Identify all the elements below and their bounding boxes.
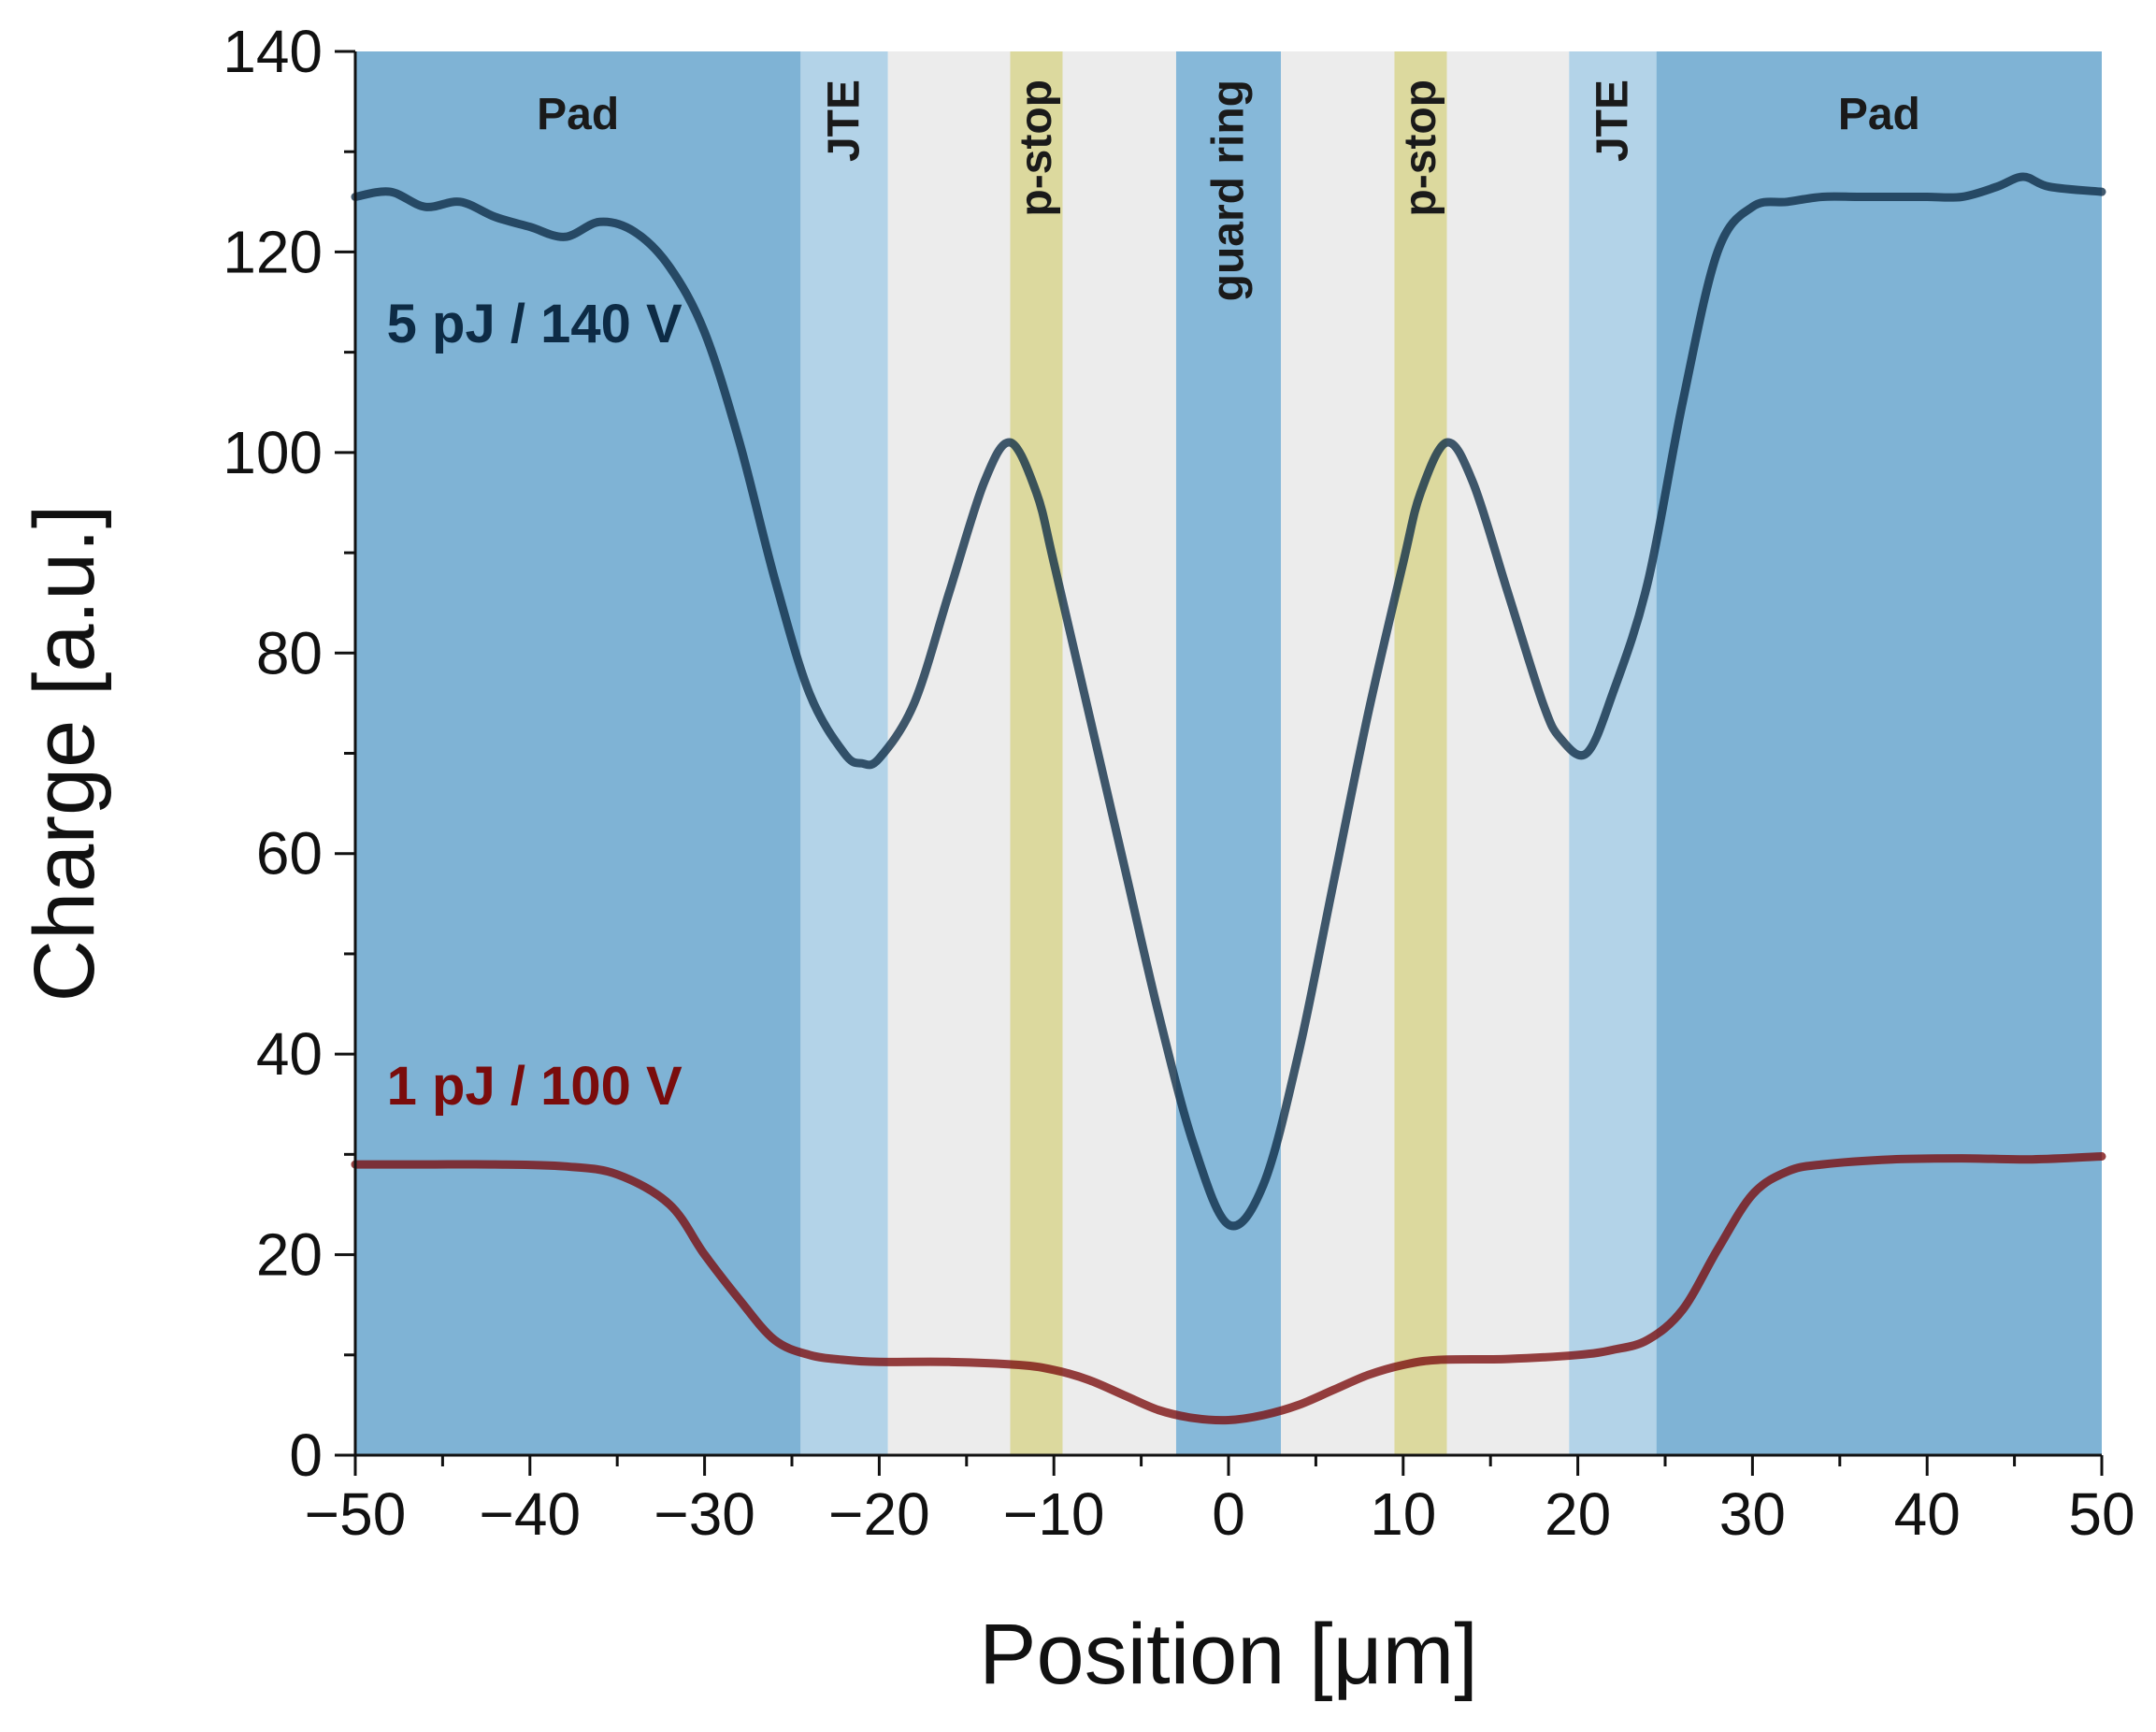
region-gap xyxy=(887,51,1011,1455)
ticks: −50 −40 −30 −20 −10 0 10 20 30 40 50 0 20 40 60 80 100 12… xyxy=(223,18,2134,1548)
region-jte-label: JTE xyxy=(820,79,870,162)
x-tick-label: −50 xyxy=(305,1480,407,1548)
device-regions xyxy=(355,51,2102,1455)
x-tick-label: −10 xyxy=(1003,1480,1105,1548)
y-tick-label: 0 xyxy=(289,1422,323,1489)
x-tick-label: 30 xyxy=(1719,1480,1786,1548)
x-tick-label: 40 xyxy=(1894,1480,1961,1548)
region-pad-label: Pad xyxy=(1838,90,1920,139)
y-tick-label: 60 xyxy=(256,820,323,888)
region-gap xyxy=(1446,51,1570,1455)
data-series xyxy=(351,172,2106,1425)
region-p-stop-label: p-stop xyxy=(1396,79,1445,217)
x-axis-title: Position [μm] xyxy=(979,1607,1478,1702)
region-p-stop xyxy=(1010,51,1063,1455)
x-tick-label: 50 xyxy=(2068,1480,2134,1548)
x-tick-label: 10 xyxy=(1370,1480,1436,1548)
region-p-stop xyxy=(1394,51,1447,1455)
x-tick-label: −20 xyxy=(828,1480,930,1548)
x-tick-label: −40 xyxy=(480,1480,582,1548)
region-labels: Pad JTE p-stop guard ring p-stop JTE Pad xyxy=(537,79,1920,301)
region-gap xyxy=(1281,51,1395,1455)
x-tick-label: 20 xyxy=(1545,1480,1611,1548)
y-tick-label: 140 xyxy=(223,18,323,85)
y-axis-title: Charge [a.u.] xyxy=(17,505,112,1003)
series-1pj-100v-label: 1 pJ / 100 V xyxy=(387,1056,683,1117)
region-gap xyxy=(1062,51,1176,1455)
region-pad xyxy=(355,51,801,1455)
series-labels: 5 pJ / 140 V 1 pJ / 100 V xyxy=(387,294,683,1117)
y-tick-label: 20 xyxy=(256,1221,323,1289)
series-1pj-100v-line xyxy=(351,1152,2106,1425)
y-tick-label: 80 xyxy=(256,619,323,686)
series-5pj-140v-label: 5 pJ / 140 V xyxy=(387,294,683,354)
y-tick-label: 100 xyxy=(223,419,323,486)
y-tick-label: 40 xyxy=(256,1020,323,1088)
series-5pj-140v-line xyxy=(351,172,2106,1231)
x-tick-label: −30 xyxy=(654,1480,755,1548)
y-tick-label: 120 xyxy=(223,218,323,285)
x-tick-label: 0 xyxy=(1212,1480,1245,1548)
region-guard-ring-label: guard ring xyxy=(1204,79,1254,301)
region-pad-label: Pad xyxy=(537,90,619,139)
region-p-stop-label: p-stop xyxy=(1012,79,1061,217)
region-jte-label: JTE xyxy=(1588,79,1637,162)
